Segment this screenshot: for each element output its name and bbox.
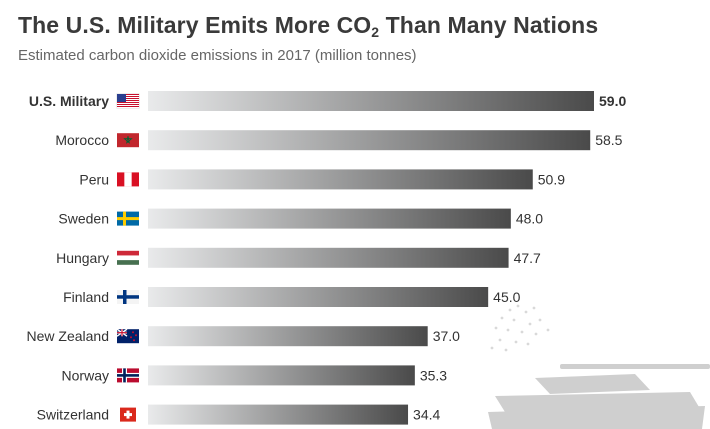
- bar-rows: U.S. Military 59.0 Morocco 58.5 Peru 50.9 Swed…: [27, 91, 626, 425]
- chart-title: The U.S. Military Emits More CO2 Than Ma…: [18, 12, 598, 39]
- bar-norway: [148, 365, 415, 386]
- sweden-flag-icon: [117, 211, 139, 226]
- title-text-end: Than Many Nations: [379, 12, 599, 38]
- hungary-flag-icon: [117, 250, 139, 265]
- finland-flag-icon: [117, 290, 139, 304]
- value-label-morocco: 58.5: [595, 132, 622, 148]
- value-label-new-zealand: 37.0: [433, 328, 460, 344]
- value-label-norway: 35.3: [420, 367, 447, 383]
- bar-morocco: [148, 130, 591, 151]
- title-text: The U.S. Military Emits More CO: [18, 12, 372, 38]
- category-label-hungary: Hungary: [56, 250, 109, 266]
- switzerland-flag-icon: [120, 407, 136, 422]
- bar-hungary: [148, 247, 509, 268]
- category-label-u-s-military: U.S. Military: [29, 93, 109, 109]
- category-label-sweden: Sweden: [58, 211, 109, 227]
- dot-pattern: [490, 304, 550, 352]
- category-label-new-zealand: New Zealand: [27, 328, 110, 344]
- bar-peru: [148, 169, 533, 190]
- value-label-finland: 45.0: [493, 289, 520, 305]
- value-label-peru: 50.9: [538, 171, 565, 187]
- title-subscript: 2: [371, 24, 380, 40]
- bar-sweden: [148, 208, 511, 229]
- morocco-flag-icon: [117, 133, 139, 148]
- category-label-finland: Finland: [63, 289, 109, 305]
- category-label-peru: Peru: [79, 171, 109, 187]
- peru-flag-icon: [117, 172, 139, 187]
- value-label-u-s-military: 59.0: [599, 93, 626, 109]
- bar-new-zealand: [148, 326, 428, 347]
- category-label-switzerland: Switzerland: [37, 407, 109, 423]
- bar-switzerland: [148, 404, 409, 425]
- us-flag-icon: [116, 93, 140, 109]
- new-zealand-flag-icon: [116, 328, 139, 344]
- chart-subtitle: Estimated carbon dioxide emissions in 20…: [18, 47, 417, 64]
- value-label-hungary: 47.7: [514, 250, 541, 266]
- tank-silhouette: [488, 364, 710, 429]
- bar-u-s-military: [148, 91, 594, 111]
- category-label-norway: Norway: [62, 367, 109, 383]
- value-label-switzerland: 34.4: [413, 407, 440, 423]
- norway-flag-icon: [117, 368, 139, 383]
- value-label-sweden: 48.0: [516, 211, 543, 227]
- bar-finland: [148, 287, 489, 307]
- category-label-morocco: Morocco: [55, 132, 109, 148]
- tank-watermark-icon: [488, 304, 710, 429]
